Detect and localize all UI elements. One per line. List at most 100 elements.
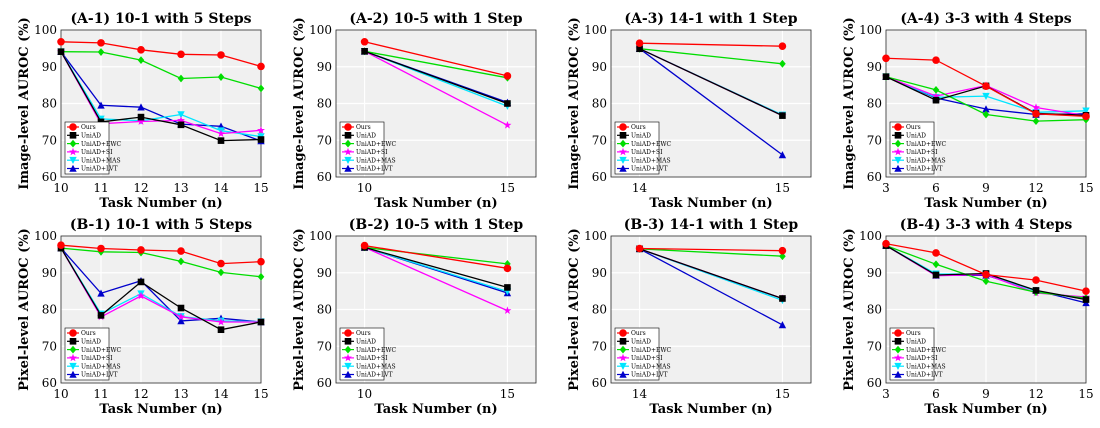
legend-marker xyxy=(344,345,352,354)
x-tick-label: 13 xyxy=(173,387,188,401)
y-tick-label: 90 xyxy=(42,266,57,280)
data-point xyxy=(257,272,265,281)
y-tick-label: 60 xyxy=(867,376,882,390)
series-line xyxy=(60,247,262,331)
data-point xyxy=(882,54,890,63)
x-tick-label: 15 xyxy=(253,387,268,401)
chart-panel-a-2: 60 70 80 90 100 10 15 (A-2) 10-5 with 1 Step Tas… xyxy=(292,11,537,211)
x-tick-label: 14 xyxy=(632,181,648,195)
legend-marker xyxy=(894,156,902,164)
legend-label: Ours xyxy=(81,124,96,131)
y-tick-label: 90 xyxy=(592,266,607,280)
legend-label: UniAD+LVT xyxy=(81,372,118,379)
legend-label: Ours xyxy=(631,330,646,337)
chart-panel-b-4: 60 70 80 90 100 3 6 9 12 15 (B-4) 3-3 with 4 Steps… xyxy=(842,217,1094,417)
legend-label: UniAD xyxy=(631,133,651,140)
data-point xyxy=(982,92,990,100)
x-tick-label: 15 xyxy=(775,181,790,195)
y-tick-label: 100 xyxy=(584,229,607,243)
legend-marker xyxy=(69,338,77,345)
data-point xyxy=(217,326,225,334)
data-point xyxy=(503,120,512,129)
legend-label: UniAD+EWC xyxy=(631,347,672,354)
data-point xyxy=(1032,109,1040,118)
legend-marker xyxy=(619,156,627,164)
plot-frame xyxy=(335,235,537,384)
legend-label: UniAD+SI xyxy=(631,149,663,156)
plot-frame xyxy=(610,29,812,178)
data-point xyxy=(503,306,512,314)
legend-marker xyxy=(69,147,77,156)
legend-label: UniAD+MAS xyxy=(906,363,946,370)
series-line xyxy=(60,51,262,142)
legend-label: UniAD+EWC xyxy=(906,141,947,148)
chart-title: (A-1) 10-1 with 5 Steps xyxy=(70,11,251,27)
y-tick-label: 80 xyxy=(317,97,332,111)
legend-label: Ours xyxy=(81,330,96,337)
series-line xyxy=(364,50,508,105)
data-point xyxy=(778,321,787,329)
data-point xyxy=(57,48,65,55)
y-tick-label: 60 xyxy=(592,376,607,390)
y-axis-label: Image-level AUROC (%) xyxy=(842,17,857,190)
chart-title: (B-4) 3-3 with 4 Steps xyxy=(900,217,1073,233)
series-line xyxy=(639,48,783,117)
legend-marker xyxy=(344,147,352,156)
legend-marker xyxy=(69,139,77,148)
data-point xyxy=(57,37,65,46)
data-point xyxy=(217,259,225,268)
data-point xyxy=(932,86,940,94)
x-tick-label: 15 xyxy=(1078,387,1093,401)
legend-marker xyxy=(619,362,627,370)
legend-marker xyxy=(69,164,77,172)
series-line xyxy=(639,42,783,47)
data-point xyxy=(982,82,990,91)
legend-marker xyxy=(69,329,77,337)
x-tick-label: 10 xyxy=(53,181,68,195)
data-point xyxy=(257,62,265,71)
legend-label: UniAD+MAS xyxy=(81,363,121,370)
data-point xyxy=(1032,103,1040,111)
plot-frame xyxy=(335,29,537,178)
data-point xyxy=(932,260,940,269)
legend-marker xyxy=(344,353,352,362)
data-point xyxy=(932,96,940,104)
data-point xyxy=(778,42,787,50)
x-tick-label: 10 xyxy=(357,181,372,195)
data-point xyxy=(97,312,105,319)
data-point xyxy=(257,318,265,326)
y-tick-label: 60 xyxy=(592,170,607,184)
x-tick-label: 9 xyxy=(982,387,990,401)
legend-label: UniAD+EWC xyxy=(81,141,122,148)
legend-marker xyxy=(344,164,352,172)
y-axis-label: Pixel-level AUROC (%) xyxy=(17,228,32,391)
legend-label: UniAD+LVT xyxy=(356,372,393,379)
y-tick-label: 70 xyxy=(317,339,332,353)
legend-marker xyxy=(894,132,902,139)
legend-marker xyxy=(894,329,902,337)
y-tick-label: 70 xyxy=(42,133,57,147)
plot-frame xyxy=(60,235,262,384)
plot-frame xyxy=(885,235,1087,384)
legend-label: UniAD xyxy=(906,339,926,346)
data-point xyxy=(1082,107,1090,115)
legend-label: Ours xyxy=(906,330,921,337)
y-tick-label: 60 xyxy=(42,170,57,184)
data-point xyxy=(257,257,265,266)
legend-marker xyxy=(344,123,352,131)
series-line xyxy=(364,50,508,79)
legend-marker xyxy=(894,147,902,156)
data-point xyxy=(177,116,185,124)
legend-marker xyxy=(619,338,627,345)
x-tick-label: 15 xyxy=(775,387,790,401)
y-tick-label: 80 xyxy=(42,303,57,317)
y-axis-label: Image-level AUROC (%) xyxy=(17,17,32,190)
data-point xyxy=(97,48,105,56)
legend-label: UniAD+MAS xyxy=(81,157,121,164)
y-tick-label: 90 xyxy=(867,266,882,280)
